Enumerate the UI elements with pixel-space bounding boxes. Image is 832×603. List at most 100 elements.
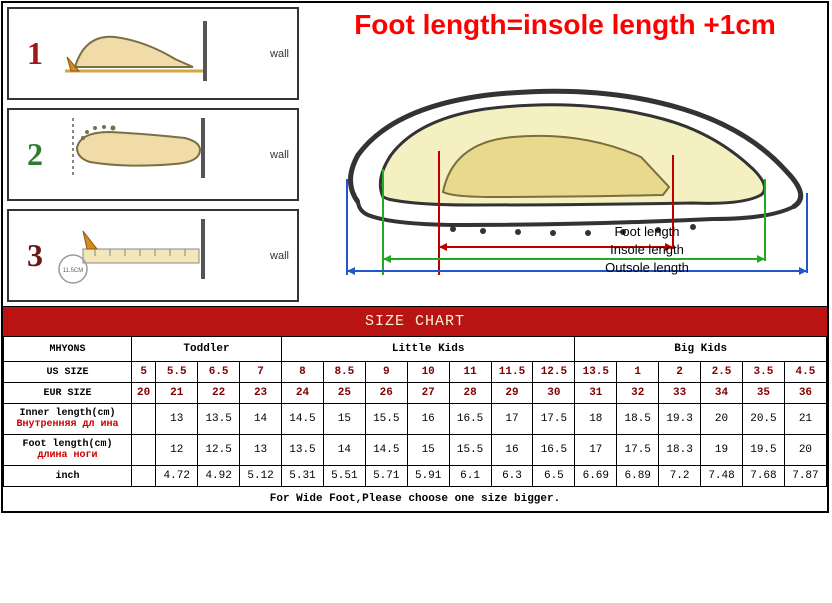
wall-label-1: wall — [270, 48, 289, 60]
table-cell: 14.5 — [365, 435, 407, 466]
table-cell: 7.87 — [784, 466, 826, 487]
table-cell: 6.5 — [198, 362, 240, 383]
table-cell: 13 — [240, 435, 282, 466]
wall-label-3: wall — [270, 250, 289, 262]
table-cell: 14 — [240, 404, 282, 435]
us-label: US SIZE — [4, 362, 132, 383]
table-cell: 33 — [659, 383, 701, 404]
eur-size-row: EUR SIZE 2021222324252627282930313233343… — [4, 383, 827, 404]
table-cell: 6.3 — [491, 466, 533, 487]
table-cell: 11.5 — [491, 362, 533, 383]
table-cell: 32 — [617, 383, 659, 404]
table-cell: 19.3 — [659, 404, 701, 435]
step-3: 3 11.5CM wall — [7, 209, 299, 302]
table-cell: 21 — [156, 383, 198, 404]
formula-title: Foot length=insole length +1cm — [303, 9, 827, 41]
table-cell: 6.1 — [449, 466, 491, 487]
step-3-number: 3 — [27, 237, 43, 274]
little-kids-group: Little Kids — [282, 337, 575, 362]
table-cell: 19.5 — [742, 435, 784, 466]
step-1-illustration — [55, 9, 297, 98]
table-cell: 6.89 — [617, 466, 659, 487]
toddler-group: Toddler — [132, 337, 282, 362]
table-cell: 12.5 — [198, 435, 240, 466]
table-cell: 16.5 — [533, 435, 575, 466]
table-cell: 34 — [701, 383, 743, 404]
table-cell: 17.5 — [533, 404, 575, 435]
shoe-diagram-area: Foot length=insole length +1cm — [303, 3, 827, 306]
table-cell: 35 — [742, 383, 784, 404]
table-cell: 17 — [575, 435, 617, 466]
table-cell: 10 — [407, 362, 449, 383]
table-cell: 5.91 — [407, 466, 449, 487]
table-cell: 7.68 — [742, 466, 784, 487]
table-cell: 16 — [407, 404, 449, 435]
table-cell: 16 — [491, 435, 533, 466]
svg-text:11.5CM: 11.5CM — [63, 268, 84, 274]
table-cell: 1 — [617, 362, 659, 383]
foot-length-row: Foot length(cm)длина ноги 1212.51313.514… — [4, 435, 827, 466]
table-cell: 20 — [132, 383, 156, 404]
inner-label: Inner length(cm)Внутренняя дл ина — [4, 404, 132, 435]
table-cell: 13 — [156, 404, 198, 435]
table-cell: 12.5 — [533, 362, 575, 383]
table-cell: 16.5 — [449, 404, 491, 435]
eur-label: EUR SIZE — [4, 383, 132, 404]
table-cell: 7.48 — [701, 466, 743, 487]
table-cell: 13.5 — [198, 404, 240, 435]
inner-length-row: Inner length(cm)Внутренняя дл ина 1313.5… — [4, 404, 827, 435]
table-cell: 15 — [323, 404, 365, 435]
table-cell: 8.5 — [323, 362, 365, 383]
table-cell: 2.5 — [701, 362, 743, 383]
group-header-row: MHYONS Toddler Little Kids Big Kids — [4, 337, 827, 362]
table-cell: 20 — [784, 435, 826, 466]
table-cell: 21 — [784, 404, 826, 435]
table-cell: 3.5 — [742, 362, 784, 383]
shoe-diagram: Foot length Insole length Outsole length — [303, 47, 827, 287]
step-2-illustration — [55, 110, 297, 199]
table-cell: 18.5 — [617, 404, 659, 435]
table-cell: 22 — [198, 383, 240, 404]
table-cell: 29 — [491, 383, 533, 404]
table-cell: 6.5 — [533, 466, 575, 487]
inch-label: inch — [4, 466, 132, 487]
table-cell: 5.31 — [282, 466, 324, 487]
table-cell: 11 — [449, 362, 491, 383]
table-cell: 17.5 — [617, 435, 659, 466]
table-cell: 36 — [784, 383, 826, 404]
table-cell: 13.5 — [575, 362, 617, 383]
table-cell: 12 — [156, 435, 198, 466]
table-cell: 31 — [575, 383, 617, 404]
size-chart-table: MHYONS Toddler Little Kids Big Kids US S… — [3, 336, 827, 487]
us-size-row: US SIZE 55.56.5788.59101111.512.513.5122… — [4, 362, 827, 383]
outsole-length-label: Outsole length — [497, 259, 797, 277]
step-2-number: 2 — [27, 136, 43, 173]
table-cell: 15 — [407, 435, 449, 466]
foot-side-icon — [55, 9, 225, 85]
table-cell: 14.5 — [282, 404, 324, 435]
table-cell — [132, 466, 156, 487]
inch-row: inch 4.724.925.125.315.515.715.916.16.36… — [4, 466, 827, 487]
table-cell: 4.92 — [198, 466, 240, 487]
measure-labels: Foot length Insole length Outsole length — [497, 223, 797, 277]
table-cell: 17 — [491, 404, 533, 435]
table-cell: 24 — [282, 383, 324, 404]
table-cell: 18 — [575, 404, 617, 435]
table-cell: 4.72 — [156, 466, 198, 487]
table-cell: 7 — [240, 362, 282, 383]
table-cell: 7.2 — [659, 466, 701, 487]
table-cell: 28 — [449, 383, 491, 404]
measurement-steps: 1 wall 2 — [3, 3, 303, 306]
table-cell: 13.5 — [282, 435, 324, 466]
foot-label: Foot length(cm)длина ноги — [4, 435, 132, 466]
table-cell: 14 — [323, 435, 365, 466]
table-cell: 5.51 — [323, 466, 365, 487]
step-3-illustration: 11.5CM — [55, 211, 297, 300]
footer-note: For Wide Foot,Please choose one size big… — [3, 487, 827, 511]
table-cell: 5 — [132, 362, 156, 383]
table-cell: 26 — [365, 383, 407, 404]
table-cell: 15.5 — [365, 404, 407, 435]
table-cell: 5.71 — [365, 466, 407, 487]
table-cell: 20.5 — [742, 404, 784, 435]
brand-cell: MHYONS — [4, 337, 132, 362]
